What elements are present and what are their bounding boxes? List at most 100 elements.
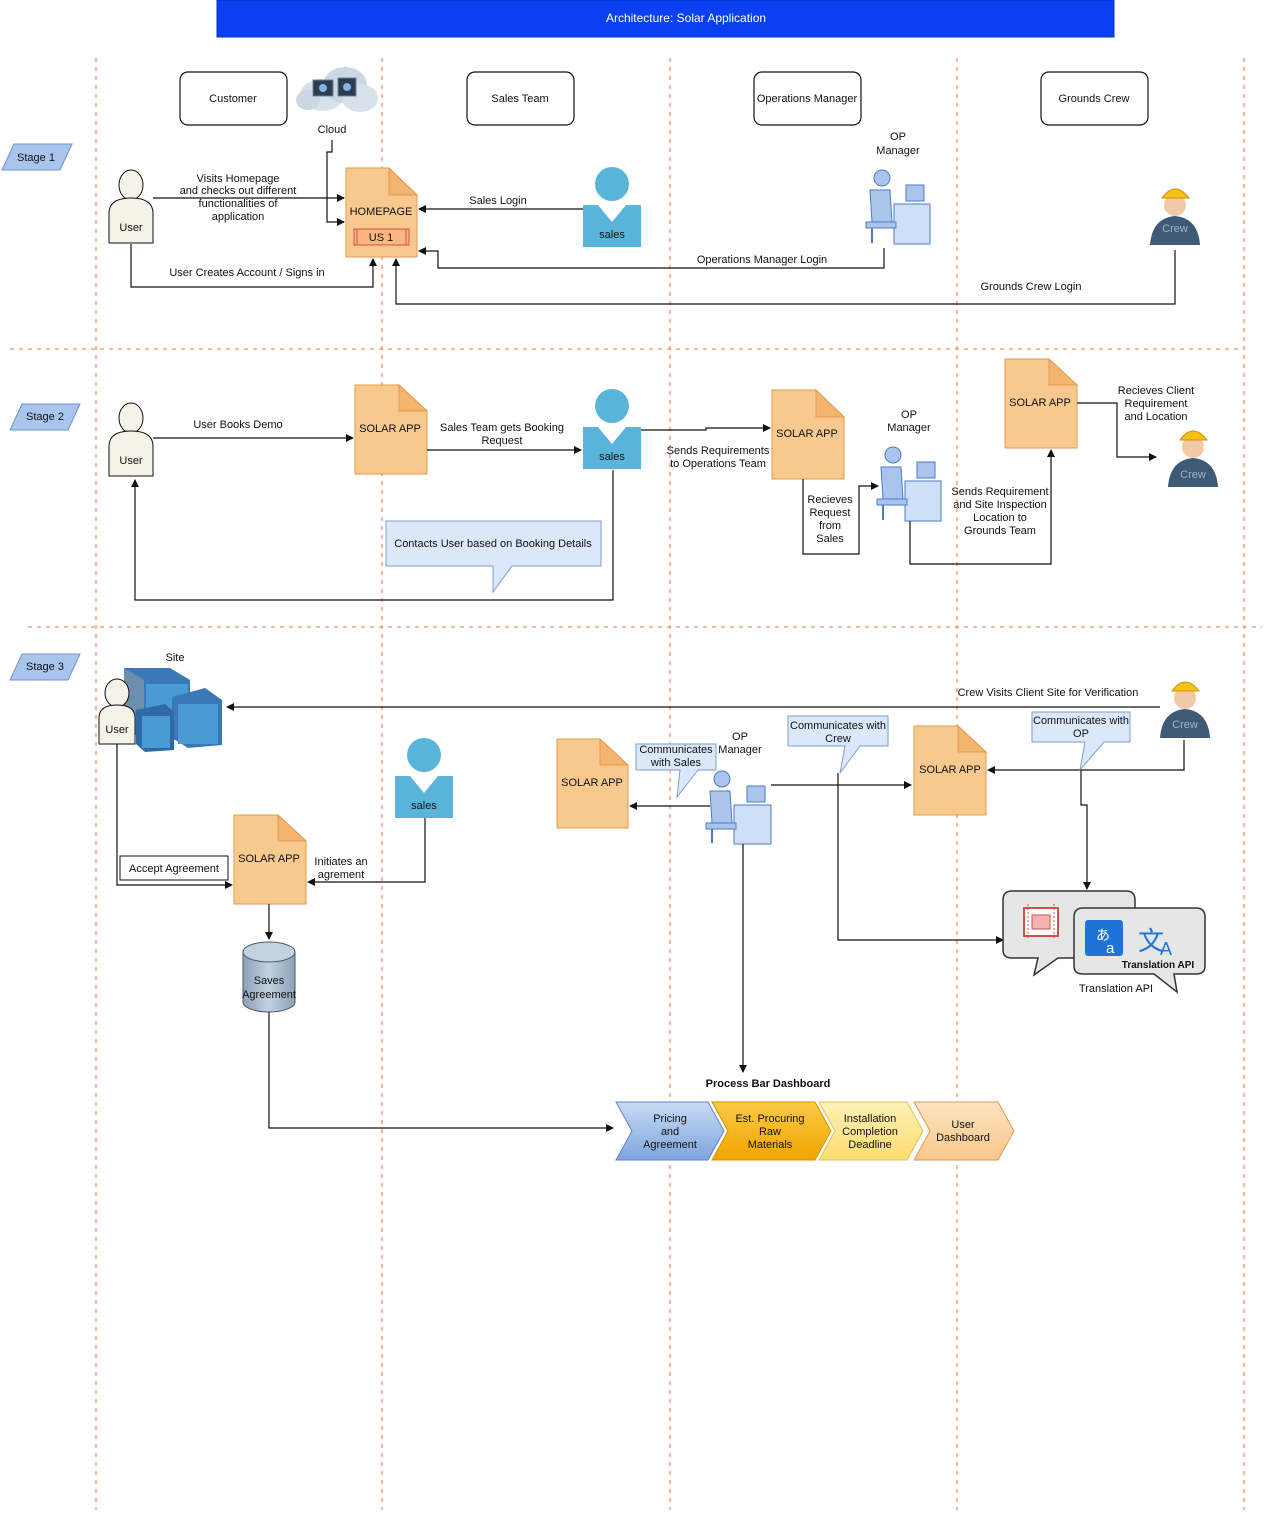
accept-agreement-label: Accept Agreement [129,863,219,875]
comm-op-line1: Communicates with [1033,715,1129,727]
translation-api-caption: Translation API [1079,983,1153,995]
op-manager-label-line2: Manager [876,145,920,157]
receives-request-line2: Request [810,507,851,519]
op-manager-stage2-line1: OP [901,409,917,421]
op-manager-icon-stage3 [705,770,772,845]
comm-sales-line2: with Sales [650,757,702,769]
stage-3-label: Stage 3 [26,661,64,673]
step1-line2: and [661,1126,679,1138]
dashboard-title: Process Bar Dashboard [706,1078,831,1090]
title-text: Architecture: Solar Application [606,11,766,25]
sales-actor-stage3 [395,738,453,818]
comm-crew-line2: Crew [825,733,851,745]
visits-line4: application [212,211,265,223]
solar-app-label-crew-stage3: SOLAR APP [919,764,981,776]
solar-app-label-stage2: SOLAR APP [359,423,421,435]
communicates-crew-callout [787,715,889,774]
sales-label-stage2: sales [599,451,625,463]
lane-sales-team [466,71,575,126]
lane-operations-manager [753,71,862,126]
title-bar: Architecture: Solar Application [216,0,1115,38]
initiates-line2: agrement [318,869,364,881]
communicates-sales-callout [635,743,717,799]
solar-app-agreement-document [233,813,308,905]
svg-text:a: a [1106,940,1115,957]
user-actor-stage3 [98,678,136,745]
op-manager-stage3-line1: OP [732,731,748,743]
step2-line3: Materials [748,1139,793,1151]
step3-line3: Deadline [848,1139,891,1151]
cloud-icon [296,67,378,112]
crew-label: Crew [1162,223,1188,235]
crew-actor [1150,188,1200,245]
receives-client-line2: Requirement [1125,398,1188,410]
solar-app-label-crew: SOLAR APP [1009,397,1071,409]
receives-request-line3: from [819,520,841,532]
contacts-user-label: Contacts User based on Booking Details [394,538,592,550]
receives-client-line3: and Location [1125,411,1188,423]
visits-line2: and checks out different [180,185,297,197]
translation-api-icon: あ a 文 A [1002,890,1206,994]
user-label: User [119,222,143,234]
lane-headers: Customer Sales Team Operations Manager G… [179,71,1149,126]
solar-app-document-stage2 [354,383,429,475]
saves-line1: Saves [254,975,285,987]
process-step-user-dashboard [913,1101,1015,1161]
solar-app-document-crew [1004,357,1079,449]
solar-app-label-ops: SOLAR APP [776,428,838,440]
stage-tags: Stage 1 Stage 2 Stage 3 [1,143,81,681]
user-actor [108,169,154,244]
step3-line2: Completion [842,1126,898,1138]
step1-line3: Agreement [643,1139,697,1151]
receives-request-line4: Sales [816,533,844,545]
crew-login-label: Grounds Crew Login [981,281,1082,293]
homepage-label: HOMEPAGE [350,206,413,218]
lane-operations-manager-label: Operations Manager [757,93,858,105]
lane-grounds-crew [1040,71,1149,126]
svg-text:文: 文 [1138,926,1164,956]
cloud-label: Cloud [318,124,347,136]
user-label-stage2: User [119,455,143,467]
op-manager-label-line1: OP [890,131,906,143]
step4-line2: Dashboard [936,1132,990,1144]
crew-visits-label: Crew Visits Client Site for Verification [958,687,1139,699]
step4-line1: User [951,1119,975,1131]
sends-requirement-crew-line3: Location to [973,512,1027,524]
visits-line1: Visits Homepage [197,173,280,185]
create-account-label: User Creates Account / Signs in [169,267,324,279]
sales-actor-stage2 [583,389,641,469]
sends-requirement-crew-line4: Grounds Team [964,525,1036,537]
sends-requirement-crew-line2: and Site Inspection [953,499,1047,511]
step2-line1: Est. Procuring [735,1113,804,1125]
stage-2-label: Stage 2 [26,411,64,423]
contacts-user-callout [385,520,602,594]
op-manager-icon-stage2 [876,446,942,522]
accept-agreement-box [119,855,229,881]
process-step-pricing [615,1101,725,1161]
saves-line2: Agreement [242,989,296,1001]
sales-actor [583,167,641,247]
step2-line2: Raw [759,1126,781,1138]
comm-crew-line1: Communicates with [790,720,886,732]
comm-op-line2: OP [1073,728,1089,740]
books-demo-label: User Books Demo [193,419,282,431]
ops-login-label: Operations Manager Login [697,254,827,266]
communicates-op-callout [1031,711,1131,772]
comm-sales-line1: Communicates [639,744,713,756]
sends-requirements-line2: to Operations Team [670,458,766,470]
initiates-line1: Initiates an [314,856,367,868]
booking-request-line1: Sales Team gets Booking [440,422,564,434]
solar-app-label-sales-stage3: SOLAR APP [561,777,623,789]
solar-app-document-sales-stage3 [556,737,630,829]
lane-dividers [10,58,1262,1510]
crew-actor-stage2 [1168,430,1218,487]
lane-customer-label: Customer [209,93,257,105]
user-actor-stage2 [108,402,154,477]
site-building-icon [124,668,222,752]
solar-app-agreement-label: SOLAR APP [238,853,300,865]
sends-requirements-line1: Sends Requirements [667,445,770,457]
sales-label-stage3: sales [411,800,437,812]
lane-customer [179,71,288,126]
sales-login-label: Sales Login [469,195,527,207]
